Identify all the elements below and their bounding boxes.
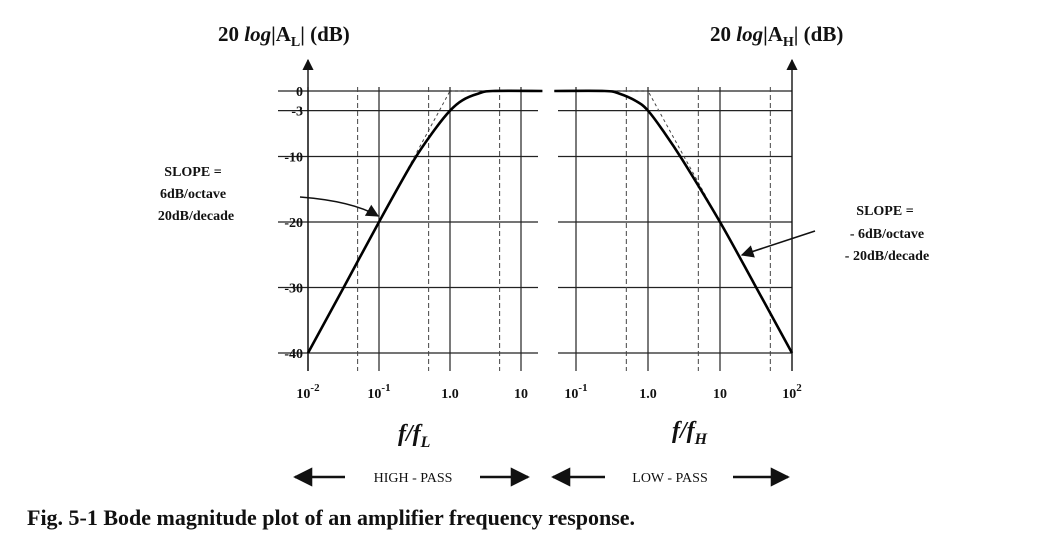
low-pass-response-curve [554,89,794,354]
x-tick-label: 1.0 [639,387,657,402]
high-pass-y-ticks: 0 -3 -10 -20 -30 -40 [284,85,303,362]
y-tick-label: -30 [284,282,303,297]
x-tick-label: 1.0 [441,387,459,402]
high-pass-band-label: HIGH - PASS [374,471,453,486]
low-pass-slope-line-3: - 20dB/decade [845,249,929,264]
high-pass-slope-arrow [299,196,380,217]
low-pass-band: LOW - PASS [551,467,790,487]
high-pass-x-ticks: 10-2 10-1 1.0 10 [296,382,528,402]
high-pass-grid [278,58,538,371]
y-tick-label: -10 [284,151,303,166]
x-tick-label: 10-2 [296,382,320,402]
high-pass-y-label: 20 log|AL| (dB) [218,22,350,50]
y-tick-label: -20 [284,216,303,231]
high-pass-band: HIGH - PASS [293,467,530,487]
low-pass-slope-line-1: SLOPE = [856,204,913,219]
high-pass-slope-line-1: SLOPE = [164,165,221,180]
high-pass-slope-line-2: 6dB/octave [160,187,226,202]
high-pass-slope-annotation: SLOPE = 6dB/octave 20dB/decade [158,165,380,224]
low-pass-grid [558,58,798,371]
high-pass-x-label: f/fL [398,421,431,451]
low-pass-slope-annotation: SLOPE = - 6dB/octave - 20dB/decade [740,204,929,264]
low-pass-x-ticks: 10-1 1.0 10 102 [564,382,802,402]
low-pass-x-label: f/fH [672,418,708,448]
low-pass-panel: 20 log|AH| (dB) 10-1 1.0 10 102 f/fH SLOPE … [554,22,929,448]
y-tick-label: -3 [291,105,303,120]
low-pass-slope-arrow [740,230,816,258]
x-tick-label: 10 [514,387,528,402]
high-pass-response-curve [306,89,543,354]
high-pass-slope-line-3: 20dB/decade [158,209,234,224]
x-tick-label: 102 [782,382,802,402]
x-tick-label: 10-1 [367,382,390,402]
low-pass-slope-line-2: - 6dB/octave [850,227,924,242]
y-tick-label: 0 [296,85,303,100]
x-tick-label: 10 [713,387,727,402]
low-pass-y-label: 20 log|AH| (dB) [710,22,843,50]
figure-caption: Fig. 5-1 Bode magnitude plot of an ampli… [27,505,635,530]
high-pass-panel: 20 log|AL| (dB) 0 -3 -10 -20 -30 -40 10-2 10-1… [158,22,543,451]
y-tick-label: -40 [284,347,303,362]
low-pass-band-label: LOW - PASS [632,471,707,486]
x-tick-label: 10-1 [564,382,587,402]
